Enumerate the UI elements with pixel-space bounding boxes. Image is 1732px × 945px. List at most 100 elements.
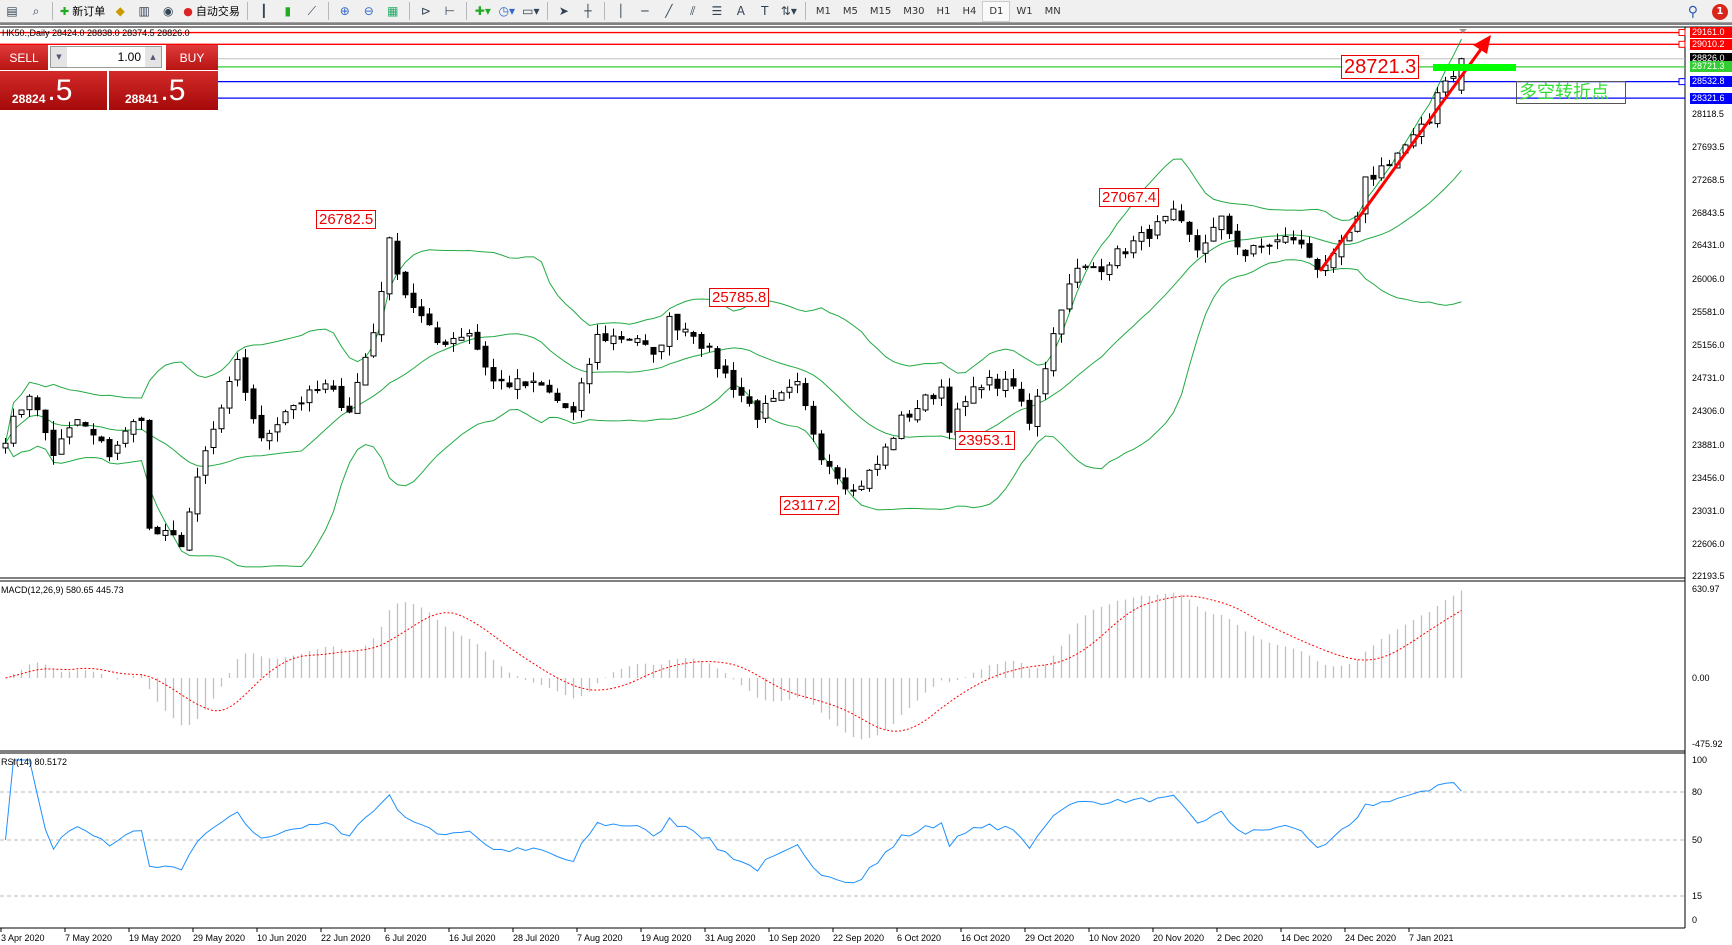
candle	[106, 437, 113, 462]
timeframe-m5[interactable]: M5	[842, 5, 858, 17]
timeframe-m30[interactable]: M30	[903, 5, 925, 17]
candle	[1170, 200, 1177, 221]
low-annotation[interactable]: 23953.1	[955, 431, 1016, 450]
candle-body	[202, 450, 209, 476]
date-label: 31 Aug 2020	[705, 933, 756, 943]
sell-price-main: 28824	[12, 92, 46, 106]
candle	[482, 341, 489, 376]
lot-decrease-icon[interactable]: ▼	[51, 47, 67, 67]
divider	[52, 2, 53, 20]
candle-body	[914, 408, 921, 421]
candle	[34, 395, 41, 417]
candle-body	[978, 387, 985, 391]
reversal-point-note[interactable]: 多空转折点	[1516, 81, 1626, 104]
candle-body	[1282, 235, 1289, 243]
candle-body	[1130, 240, 1137, 254]
candle	[826, 454, 833, 475]
chart-shift-icon[interactable]: ⊢	[444, 4, 456, 18]
fibonacci-icon[interactable]: ☰	[711, 4, 723, 18]
candle-body	[458, 336, 465, 341]
timeframe-m15[interactable]: M15	[869, 5, 892, 17]
high-annotation[interactable]: 26782.5	[316, 210, 377, 229]
candle-body	[714, 348, 721, 370]
templates-icon[interactable]: ▭▾	[522, 4, 540, 18]
candle-body	[1370, 174, 1377, 180]
timeframe-m1[interactable]: M1	[815, 5, 831, 17]
candle-body	[594, 333, 601, 363]
timeframe-w1[interactable]: W1	[1016, 5, 1033, 17]
signals-icon[interactable]: ◉	[162, 4, 174, 18]
pivot-zone-marker[interactable]	[1433, 64, 1516, 71]
lot-size-input[interactable]: ▼ 1.00 ▲	[50, 46, 162, 68]
crosshair-icon[interactable]: ┼	[584, 4, 592, 18]
line-handle	[1678, 78, 1686, 86]
candle-body	[1026, 399, 1033, 424]
timeframe-h1[interactable]: H1	[936, 5, 951, 17]
candle	[370, 323, 377, 358]
candle-body	[642, 340, 649, 345]
cursor-icon[interactable]: ➤	[558, 4, 569, 18]
candle	[786, 379, 793, 399]
candle-body	[858, 485, 865, 490]
lot-increase-icon[interactable]: ▲	[145, 47, 161, 67]
candle-body	[994, 378, 1001, 389]
candle-body	[282, 411, 289, 424]
candle-body	[306, 389, 313, 404]
candle	[1194, 229, 1201, 258]
high-annotation[interactable]: 25785.8	[709, 288, 770, 307]
timeframe-h4[interactable]: H4	[962, 5, 977, 17]
sell-price[interactable]: 28824.5	[0, 71, 107, 110]
auto-scroll-icon[interactable]: ⊳	[420, 4, 431, 18]
metaeditor-icon[interactable]: ◆	[115, 4, 125, 18]
timeframe-mn[interactable]: MN	[1044, 5, 1061, 17]
zoom-out-icon[interactable]: ⊖	[363, 4, 374, 18]
candle-body	[1250, 245, 1257, 255]
trendline-icon[interactable]: ╱	[665, 4, 673, 18]
candle-body	[394, 240, 401, 275]
search-icon[interactable]: ⚲	[1687, 3, 1698, 20]
auto-trading-button[interactable]: ● 自动交易	[180, 1, 243, 22]
indicators-icon[interactable]: ✚▾	[474, 4, 491, 18]
sell-button[interactable]: SELL	[0, 45, 48, 70]
pivot-annotation[interactable]: 28721.3	[1341, 55, 1420, 79]
candle-body	[106, 439, 113, 458]
equidistant-channel-icon[interactable]: ⫽	[690, 3, 696, 18]
periods-icon[interactable]: ◷▾	[498, 4, 516, 18]
low-annotation[interactable]: 23117.2	[780, 496, 840, 515]
candle	[418, 298, 425, 323]
tile-windows-icon[interactable]: ▦	[387, 4, 399, 18]
price-tick-label: 26843.5	[1692, 208, 1725, 219]
high-annotation[interactable]: 27067.4	[1099, 188, 1160, 207]
candle-body	[338, 385, 345, 409]
lot-size-value[interactable]: 1.00	[117, 50, 141, 64]
buy-button[interactable]: BUY	[166, 45, 218, 70]
timeframe-d1[interactable]: D1	[982, 0, 1011, 22]
horizontal-line-icon[interactable]: ─	[641, 4, 649, 18]
candle-body	[802, 383, 809, 407]
text-label-icon[interactable]: T	[761, 4, 769, 18]
candle	[1266, 243, 1273, 255]
candle	[610, 328, 617, 351]
bar-chart-icon[interactable]: ┃	[260, 4, 268, 18]
buy-price[interactable]: 28841.5	[109, 71, 218, 110]
candle	[530, 372, 537, 393]
candlestick-icon[interactable]: ▮	[284, 4, 292, 18]
terminal-icon[interactable]: ▥	[138, 4, 150, 18]
navigator-icon[interactable]: ⌕	[32, 3, 40, 18]
zoom-in-icon[interactable]: ⊕	[339, 4, 350, 18]
vertical-line-icon[interactable]: │	[617, 4, 625, 18]
candle	[754, 399, 761, 428]
arrows-icon[interactable]: ⇅▾	[780, 4, 797, 18]
chart-window-icon[interactable]: ▤	[6, 4, 18, 18]
text-icon[interactable]: A	[736, 4, 745, 18]
candle	[602, 325, 609, 343]
new-order-button[interactable]: ✚ 新订单	[57, 1, 108, 22]
candle-body	[850, 489, 857, 492]
candle-body	[1194, 235, 1201, 251]
candle-body	[1090, 266, 1097, 269]
candle	[258, 405, 265, 442]
candle-body	[330, 385, 337, 390]
line-chart-icon[interactable]: ⟋	[307, 3, 317, 18]
notification-badge[interactable]: 1	[1712, 3, 1728, 20]
